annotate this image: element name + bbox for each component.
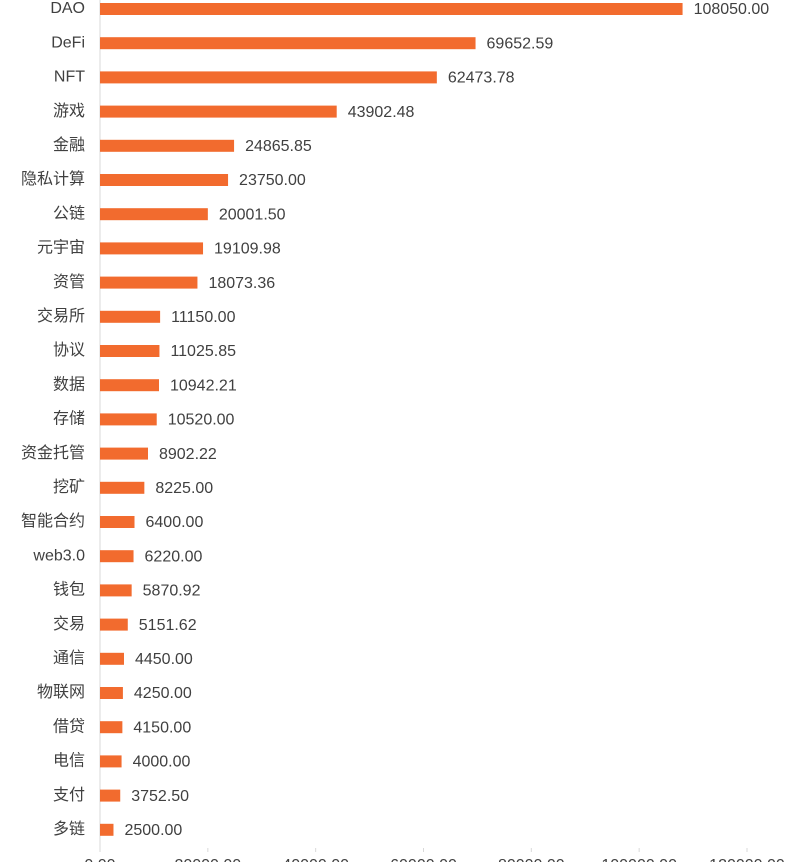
x-tick-label: 40000.00	[282, 857, 349, 862]
bar	[100, 105, 337, 118]
value-label: 4150.00	[133, 719, 191, 736]
value-label: 23750.00	[239, 172, 306, 189]
value-label: 11150.00	[171, 309, 235, 326]
x-tick-label: 100000.00	[601, 857, 677, 862]
x-tick-label: 80000.00	[498, 857, 565, 862]
y-tick-label: 元宇宙	[37, 239, 85, 257]
x-tick-label: 60000.00	[390, 857, 457, 862]
value-label: 8225.00	[155, 480, 213, 497]
bar	[100, 71, 437, 84]
value-label: 10942.21	[170, 377, 237, 394]
y-tick-label: 游戏	[53, 102, 85, 120]
y-tick-label: 支付	[53, 786, 85, 804]
y-tick-label: 钱包	[53, 581, 85, 599]
bar	[100, 516, 135, 528]
y-tick-label: 公链	[53, 204, 85, 222]
y-tick-label: 金融	[53, 136, 85, 154]
value-label: 3752.50	[131, 788, 189, 805]
bar	[100, 208, 208, 221]
y-tick-label: 通信	[53, 649, 85, 667]
bar	[100, 37, 476, 50]
bar	[100, 447, 148, 460]
y-tick-label: 数据	[53, 375, 85, 393]
bar	[100, 550, 134, 563]
value-label: 24865.85	[245, 138, 312, 155]
value-label: 5151.62	[139, 617, 197, 634]
y-tick-label: 协议	[53, 341, 85, 359]
value-label: 6220.00	[145, 548, 203, 565]
bar	[100, 687, 123, 699]
value-label: 108050.00	[694, 1, 770, 18]
y-tick-label: 存储	[53, 410, 85, 428]
x-tick-label: 120000.00	[709, 857, 785, 862]
value-label: 62473.78	[448, 70, 515, 87]
bar	[100, 379, 159, 392]
bar	[100, 3, 683, 15]
y-tick-label: 电信	[53, 752, 85, 770]
value-label: 8902.22	[159, 446, 217, 463]
value-label: 4250.00	[134, 685, 192, 702]
bar	[100, 789, 121, 802]
bar	[100, 755, 122, 768]
y-tick-label: 借贷	[53, 717, 85, 735]
y-tick-label: 资管	[53, 273, 85, 291]
bar	[100, 242, 204, 255]
bar	[100, 276, 198, 289]
x-tick-label: 20000.00	[174, 857, 241, 862]
value-label: 11025.85	[170, 343, 236, 360]
x-tick-label: 0.00	[84, 857, 115, 862]
y-tick-label: NFT	[54, 69, 85, 86]
bar	[100, 345, 160, 357]
bar	[100, 481, 145, 494]
bar	[100, 413, 157, 426]
value-label: 18073.36	[208, 275, 275, 292]
bar	[100, 174, 229, 186]
bar	[100, 584, 132, 597]
y-tick-label: 物联网	[37, 683, 85, 701]
bar	[100, 823, 114, 836]
bar	[100, 310, 161, 323]
value-label: 20001.50	[219, 206, 286, 223]
bar	[100, 618, 128, 631]
y-tick-label: 多链	[53, 820, 85, 838]
bar	[100, 721, 123, 734]
value-label: 2500.00	[124, 822, 182, 839]
value-label: 19109.98	[214, 241, 281, 258]
value-label: 4450.00	[135, 651, 193, 668]
value-label: 69652.59	[487, 35, 554, 52]
value-label: 4000.00	[133, 754, 191, 771]
y-tick-label: 挖矿	[53, 478, 85, 496]
value-label: 6400.00	[146, 514, 204, 531]
bar	[100, 652, 124, 665]
y-tick-label: 隐私计算	[21, 169, 85, 188]
y-tick-label: 资金托管	[21, 444, 85, 462]
value-label: 43902.48	[348, 104, 415, 121]
y-tick-label: 智能合约	[21, 512, 85, 530]
y-tick-label: 交易所	[37, 307, 85, 325]
y-tick-label: DeFi	[51, 34, 85, 51]
value-label: 10520.00	[168, 412, 235, 429]
y-tick-label: web3.0	[32, 547, 85, 564]
value-label: 5870.92	[143, 583, 201, 600]
y-tick-label: DAO	[50, 0, 85, 17]
bar	[100, 139, 235, 152]
y-tick-label: 交易	[53, 615, 85, 633]
